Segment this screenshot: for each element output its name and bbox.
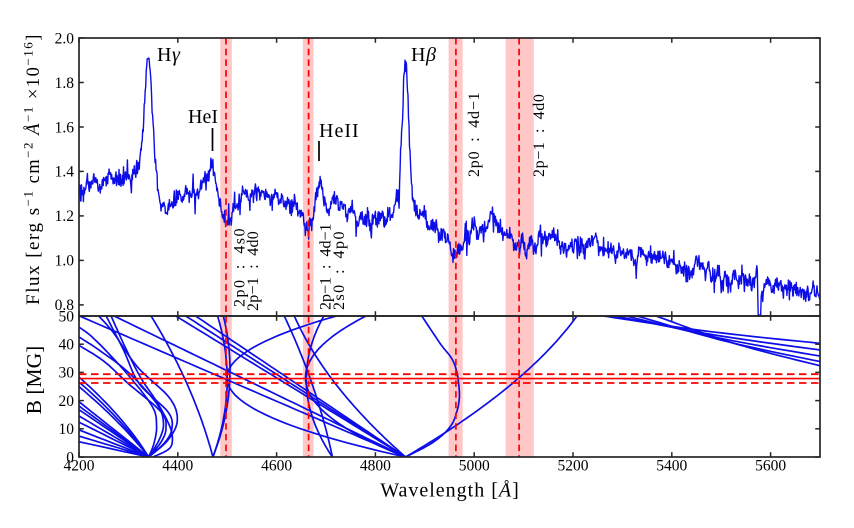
- svg-text:1.4: 1.4: [55, 164, 75, 181]
- svg-text:10: 10: [59, 421, 75, 438]
- svg-text:1.2: 1.2: [55, 208, 74, 225]
- svg-text:4600: 4600: [261, 458, 292, 475]
- svg-text:1.6: 1.6: [55, 119, 75, 136]
- svg-text:Hγ: Hγ: [157, 44, 181, 66]
- svg-text:0: 0: [66, 449, 74, 466]
- svg-text:0.8: 0.8: [55, 297, 75, 314]
- svg-text:20: 20: [59, 393, 75, 410]
- svg-text:1.0: 1.0: [55, 253, 75, 270]
- svg-text:2p−1 : 4d0: 2p−1 : 4d0: [531, 94, 548, 177]
- svg-text:HeI: HeI: [188, 106, 218, 128]
- svg-text:30: 30: [59, 365, 75, 382]
- svg-text:B [MG]: B [MG]: [22, 346, 46, 415]
- svg-text:5200: 5200: [558, 458, 589, 475]
- svg-text:Wavelength [Å]: Wavelength [Å]: [380, 480, 520, 502]
- svg-text:50: 50: [59, 308, 75, 325]
- svg-text:5000: 5000: [459, 458, 490, 475]
- svg-text:2p0 : 4d−1: 2p0 : 4d−1: [466, 92, 483, 177]
- svg-text:5400: 5400: [656, 458, 687, 475]
- svg-text:Hβ: Hβ: [411, 44, 436, 66]
- svg-text:5600: 5600: [755, 458, 786, 475]
- svg-text:4800: 4800: [360, 458, 391, 475]
- svg-text:1.8: 1.8: [55, 75, 75, 92]
- svg-text:40: 40: [59, 337, 75, 354]
- svg-text:2p−1 : 4d0: 2p−1 : 4d0: [245, 231, 262, 311]
- svg-text:2p−1 : 4d−1: 2p−1 : 4d−1: [318, 224, 335, 311]
- svg-text:HeII: HeII: [319, 120, 360, 142]
- svg-text:2s0 : 4p0: 2s0 : 4p0: [331, 230, 348, 310]
- svg-text:2p0 : 4s0: 2p0 : 4s0: [232, 227, 249, 307]
- svg-text:Flux [erg s−1 cm−2 Å−1 ×10−16]: Flux [erg s−1 cm−2 Å−1 ×10−16]: [21, 33, 45, 305]
- svg-text:4400: 4400: [162, 458, 193, 475]
- svg-text:2.0: 2.0: [55, 30, 75, 47]
- svg-text:4200: 4200: [64, 458, 95, 475]
